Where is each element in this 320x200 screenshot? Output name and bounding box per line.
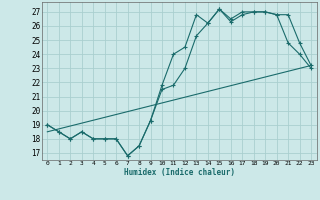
X-axis label: Humidex (Indice chaleur): Humidex (Indice chaleur): [124, 168, 235, 177]
